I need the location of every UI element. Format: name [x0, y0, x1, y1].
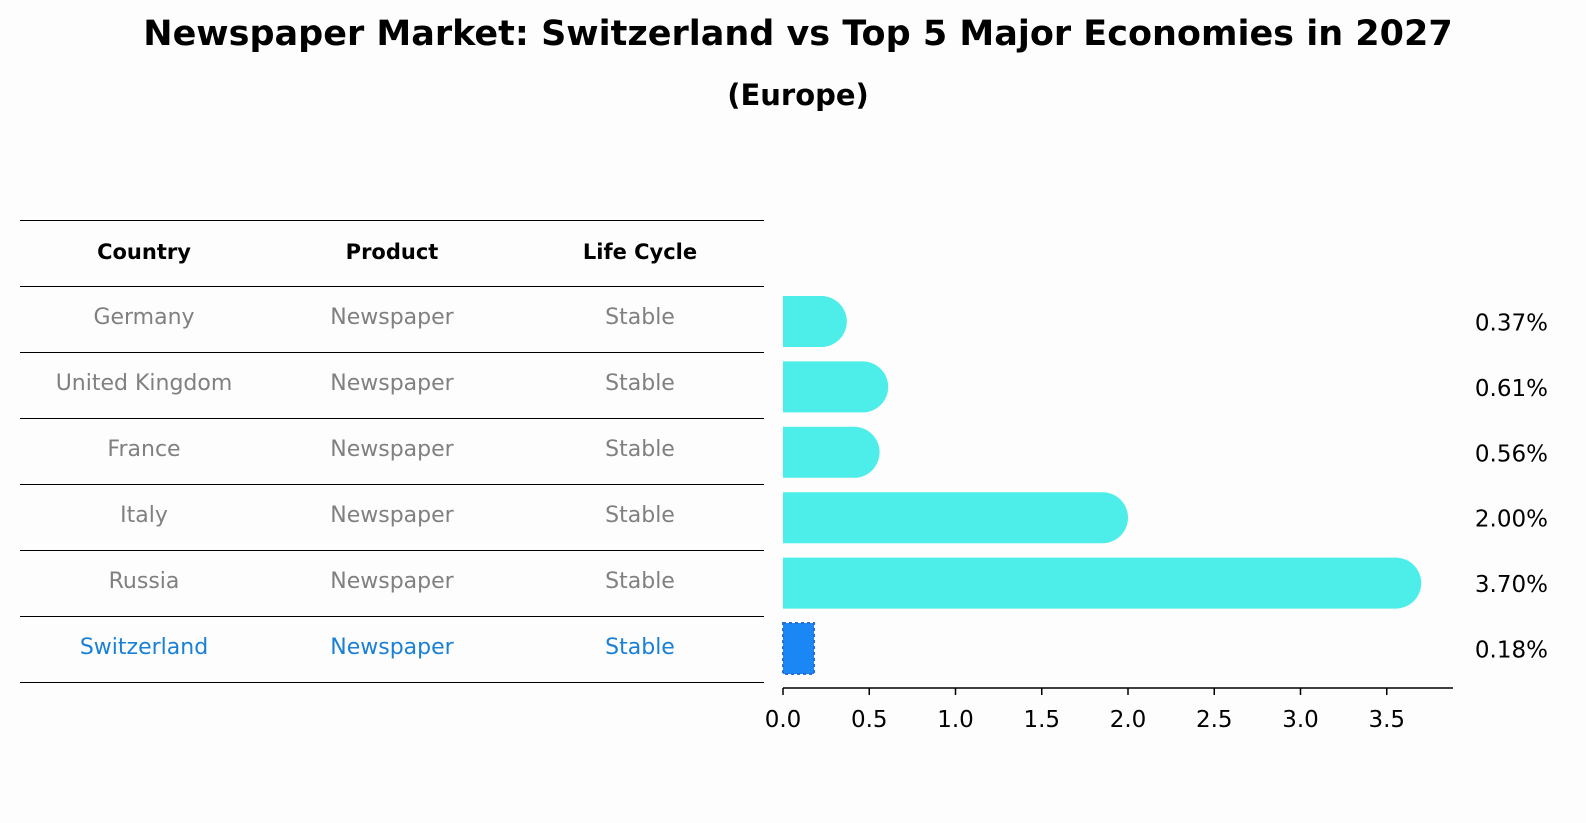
- cell-life-cycle-highlight: Stable: [605, 635, 675, 660]
- cell-life-cycle: Stable: [605, 503, 675, 528]
- x-tick-label: 3.5: [1368, 707, 1405, 733]
- chart-subtitle: (Europe): [727, 78, 869, 112]
- value-label: 0.61%: [1475, 376, 1548, 402]
- x-tick-label: 1.0: [937, 707, 974, 733]
- bar: [783, 557, 1422, 609]
- cell-life-cycle: Stable: [605, 371, 675, 396]
- cell-country-highlight: Switzerland: [79, 635, 209, 660]
- x-tick-label: 0.0: [765, 707, 802, 733]
- chart-title: Newspaper Market: Switzerland vs Top 5 M…: [143, 14, 1453, 54]
- cell-life-cycle: Stable: [605, 569, 675, 594]
- cell-product: Newspaper: [330, 305, 454, 330]
- cell-product-highlight: Newspaper: [330, 635, 454, 660]
- bar: [783, 361, 889, 413]
- value-label: 3.70%: [1475, 572, 1548, 598]
- table-rule: [20, 418, 764, 419]
- cell-country: United Kingdom: [55, 371, 233, 396]
- x-tick-label: 2.5: [1196, 707, 1233, 733]
- cell-country: Russia: [108, 569, 180, 594]
- x-tick-label: 3.0: [1282, 707, 1319, 733]
- cell-country: Italy: [120, 503, 168, 528]
- cell-product: Newspaper: [330, 437, 454, 462]
- cell-life-cycle: Stable: [605, 437, 675, 462]
- cell-country: France: [107, 437, 181, 462]
- bar: [783, 426, 880, 478]
- bar: [783, 492, 1128, 544]
- value-label: 0.37%: [1475, 311, 1548, 337]
- table-rule: [20, 682, 764, 683]
- value-label: 0.56%: [1475, 441, 1548, 467]
- table-rule: [20, 550, 764, 551]
- table-rule: [20, 352, 764, 353]
- value-label: 2.00%: [1475, 507, 1548, 533]
- bar: [783, 296, 847, 347]
- cell-product: Newspaper: [330, 371, 454, 396]
- header-country: Country: [97, 240, 191, 264]
- table-rule: [20, 616, 764, 617]
- header-life-cycle: Life Cycle: [582, 240, 698, 264]
- cell-life-cycle: Stable: [605, 305, 675, 330]
- table-rule: [20, 286, 764, 287]
- header-product: Product: [345, 240, 439, 264]
- x-tick-label: 1.5: [1023, 707, 1060, 733]
- table-rule: [20, 484, 764, 485]
- bar-highlight: [782, 622, 816, 675]
- table-rule: [20, 220, 764, 221]
- cell-product: Newspaper: [330, 569, 454, 594]
- x-tick-label: 0.5: [851, 707, 888, 733]
- cell-product: Newspaper: [330, 503, 454, 528]
- x-tick-label: 2.0: [1110, 707, 1147, 733]
- value-label: 0.18%: [1475, 638, 1548, 664]
- cell-country: Germany: [93, 305, 195, 330]
